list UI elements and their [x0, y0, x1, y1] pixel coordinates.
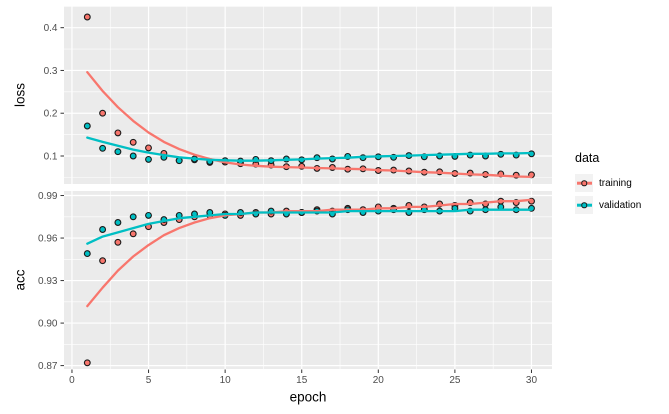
y-axis-title-loss: loss [12, 82, 28, 108]
smooth-line-validation [86, 136, 533, 162]
validation-key-dot-icon [581, 202, 587, 208]
y-tick-label: 0.1 [44, 151, 58, 162]
y-tick-label: 0.2 [44, 109, 58, 120]
y-tick-label: 0.87 [38, 361, 58, 372]
point-validation [129, 213, 137, 221]
x-tick-label: 25 [449, 375, 461, 386]
point-validation [175, 157, 183, 165]
point-validation [114, 148, 122, 156]
legend-label-validation: validation [599, 199, 642, 211]
x-tick-label: 15 [296, 375, 308, 386]
legend: data training validation [575, 151, 641, 218]
y-tick-label: 0.99 [38, 191, 58, 202]
point-training [114, 238, 122, 246]
smooth-line-validation [86, 208, 533, 245]
y-tick-label: 0.3 [44, 66, 58, 77]
point-training [145, 144, 152, 152]
point-training [83, 13, 91, 21]
y-tick-label: 0.96 [38, 234, 58, 245]
panel-loss [64, 6, 552, 184]
legend-item-validation: validation [575, 196, 641, 214]
smooth-line-training [86, 71, 533, 179]
point-validation [83, 250, 91, 258]
smooth-line-training [86, 198, 533, 308]
y-axis-title-acc: acc [12, 269, 28, 291]
validation-key-icon [575, 196, 593, 214]
point-training [129, 230, 137, 238]
x-axis-title: epoch [289, 389, 327, 405]
legend-label-training: training [599, 177, 632, 189]
point-validation [145, 155, 152, 163]
x-tick-label: 20 [373, 375, 385, 386]
point-training [99, 109, 107, 117]
y-tick-label: 0.93 [38, 276, 58, 287]
point-training [99, 257, 107, 265]
point-training [129, 138, 137, 146]
legend-item-training: training [575, 174, 641, 192]
training-key-dot-icon [581, 180, 587, 186]
legend-title: data [575, 151, 600, 165]
point-validation [129, 152, 137, 160]
point-validation [83, 122, 91, 130]
x-tick-label: 30 [526, 375, 538, 386]
training-key-icon [575, 174, 593, 192]
point-training [83, 359, 91, 367]
point-training [114, 129, 122, 137]
y-tick-label: 0.4 [44, 23, 58, 34]
y-tick-label: 0.90 [38, 319, 58, 330]
point-validation [145, 211, 152, 219]
x-tick-label: 5 [146, 375, 152, 386]
x-tick-label: 0 [69, 375, 75, 386]
point-validation [99, 226, 107, 233]
point-validation [99, 144, 107, 152]
x-tick-label: 10 [220, 375, 232, 386]
point-validation [114, 219, 122, 226]
